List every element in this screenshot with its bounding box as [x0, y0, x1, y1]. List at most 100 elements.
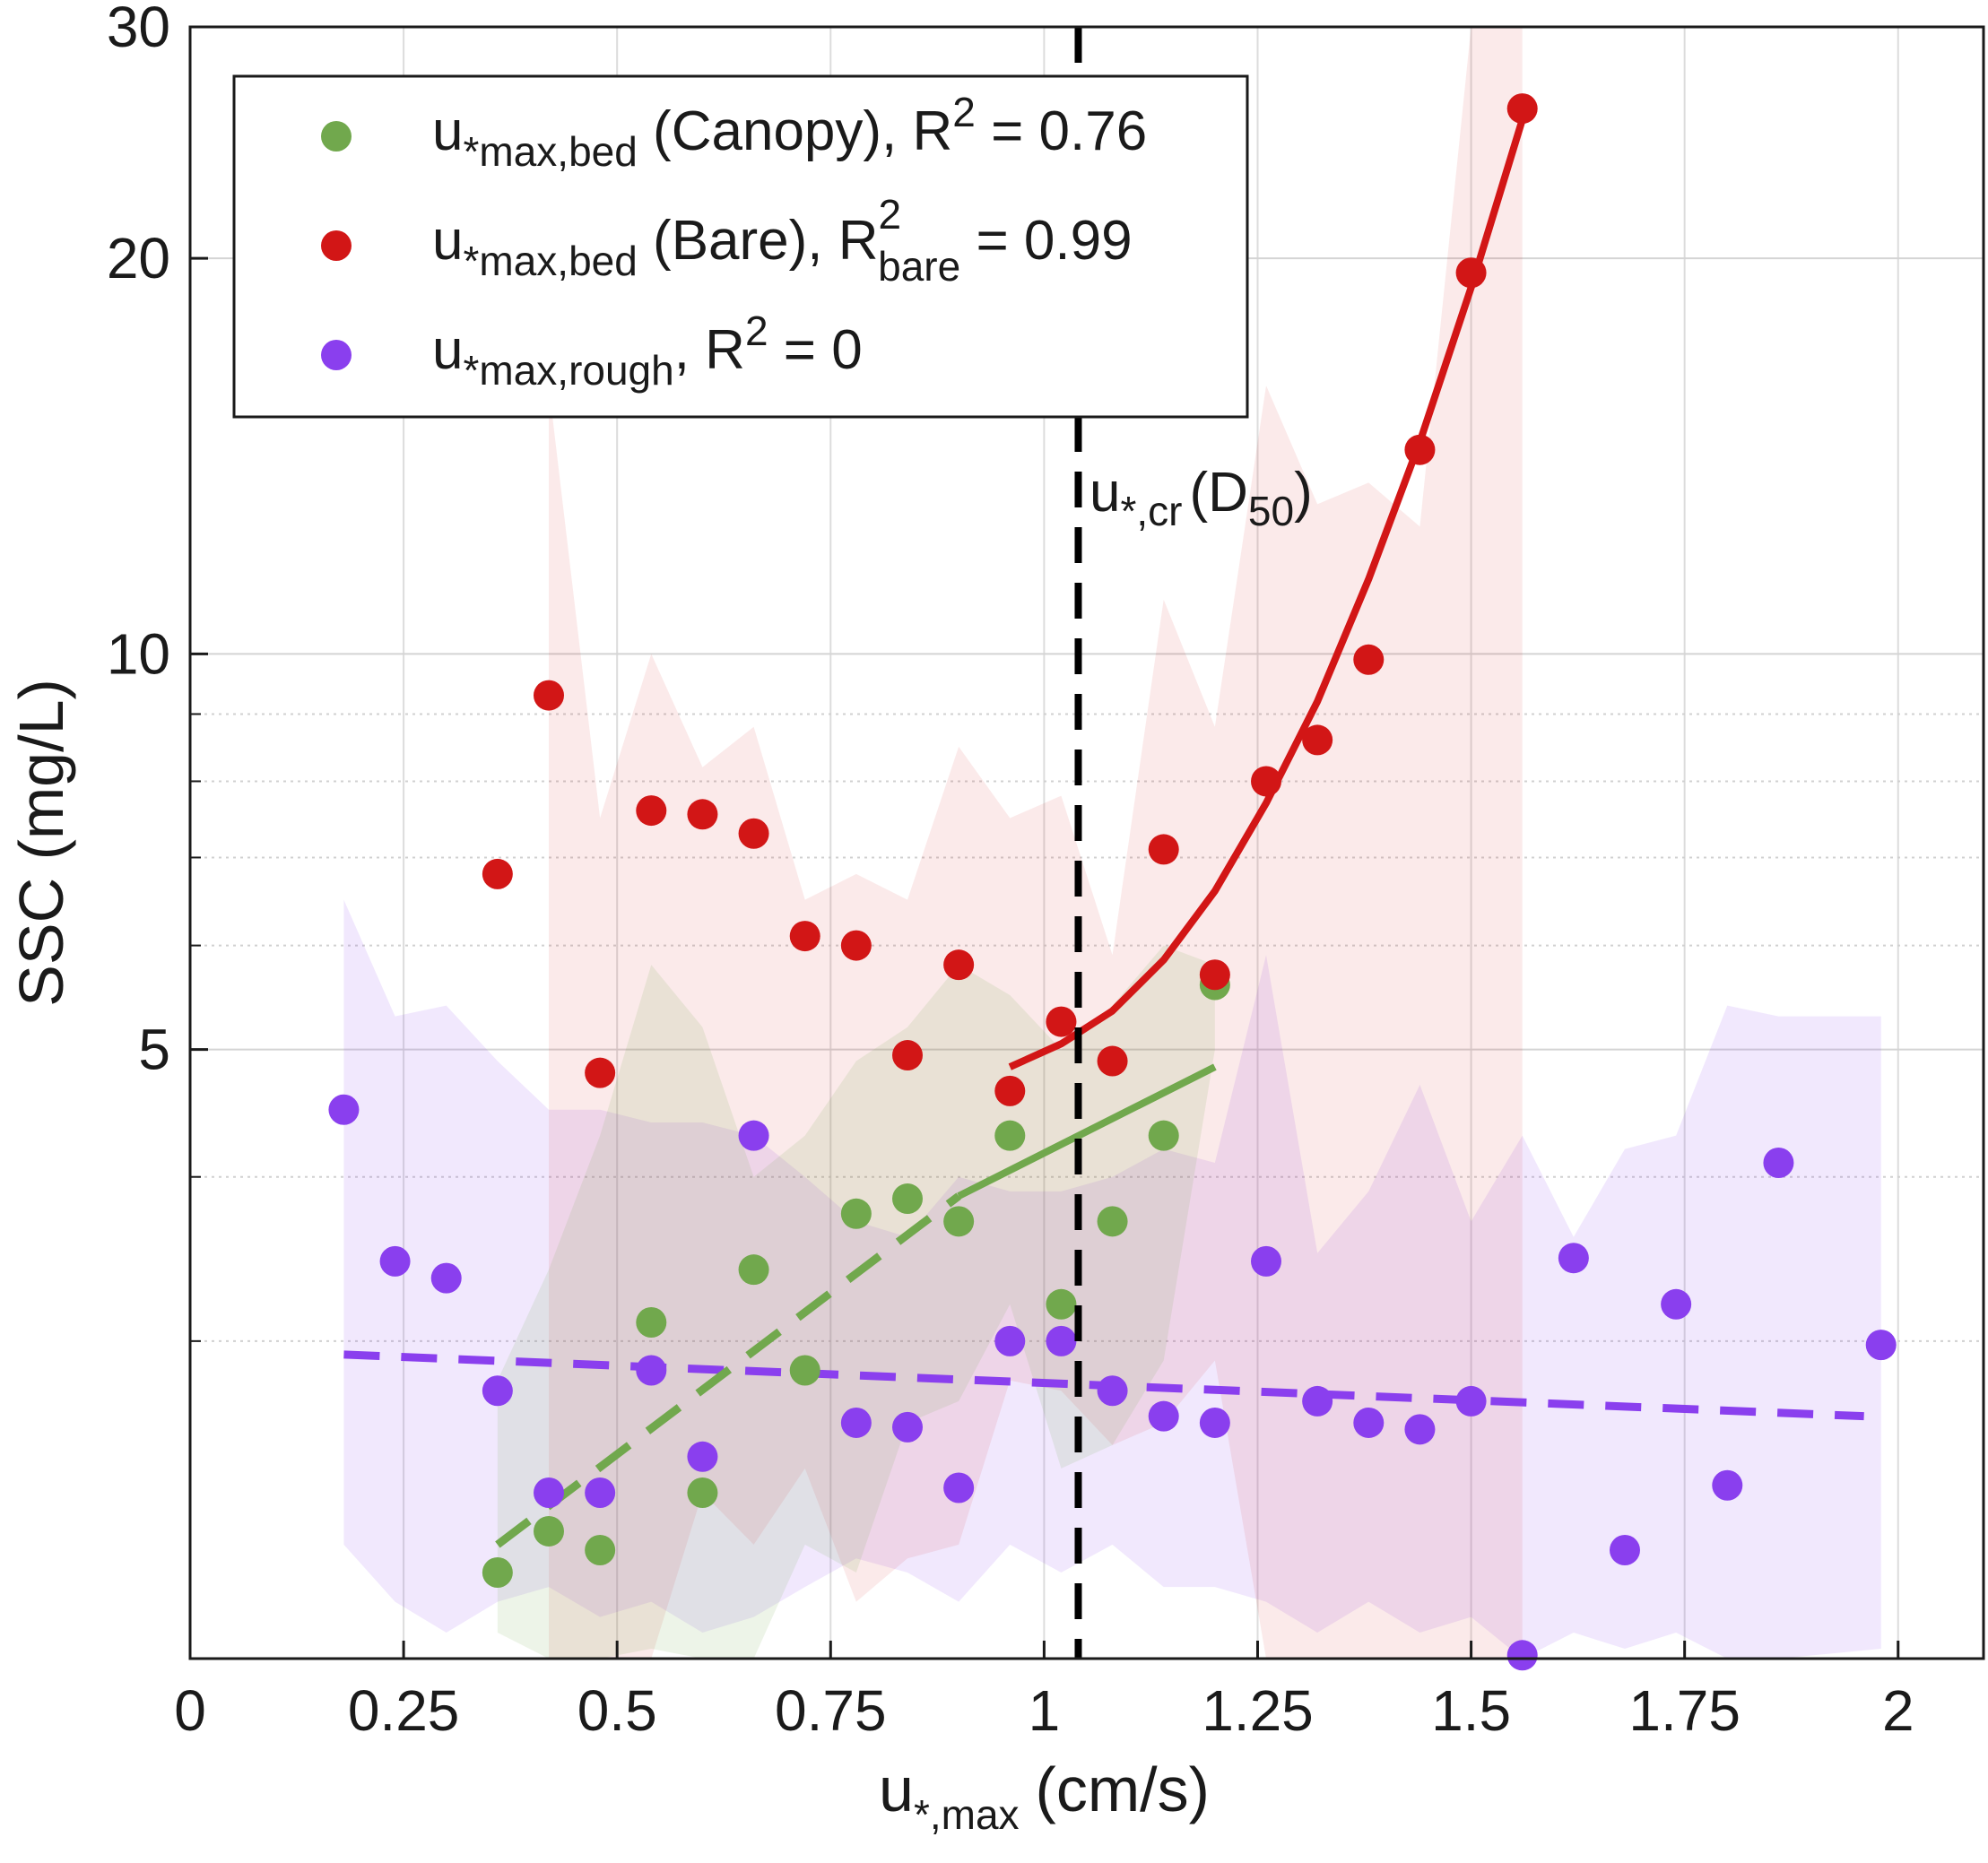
point-canopy [1148, 1120, 1179, 1151]
point-rough [1506, 1640, 1538, 1671]
point-rough [1097, 1375, 1128, 1407]
point-bare [1046, 1006, 1077, 1037]
point-bare [892, 1040, 923, 1071]
x-tick-label: 1.25 [1202, 1678, 1314, 1743]
point-rough [1455, 1385, 1487, 1417]
point-canopy [636, 1306, 667, 1338]
legend-label-bare: u*max,bed (Bare), R2 bare = 0.99 [432, 191, 1133, 290]
point-rough [1302, 1385, 1333, 1417]
x-tick-label: 0.25 [348, 1678, 460, 1743]
point-rough [1661, 1288, 1692, 1320]
fit-line-bare [1008, 118, 1526, 1070]
x-tick-label: 0.5 [577, 1678, 657, 1743]
point-rough [1865, 1330, 1897, 1361]
legend-marker-canopy [321, 121, 352, 152]
legend: u*max,bed (Canopy), R2 = 0.76 u*max,bed … [232, 74, 1249, 419]
point-rough [1199, 1407, 1230, 1438]
point-canopy [1046, 1288, 1077, 1320]
point-canopy [738, 1254, 769, 1286]
point-bare [1404, 434, 1436, 465]
x-tick-label: 1 [1029, 1678, 1061, 1743]
band-layer [343, 27, 1881, 1659]
point-canopy [585, 1535, 616, 1566]
point-canopy [687, 1477, 718, 1509]
point-bare [1506, 93, 1538, 125]
point-rough [534, 1477, 564, 1509]
x-tick-label: 0.75 [775, 1678, 887, 1743]
point-rough [1353, 1407, 1385, 1438]
point-canopy [534, 1515, 564, 1547]
y-axis-title: SSC (mg/L) [6, 679, 76, 1007]
point-rough [1763, 1147, 1794, 1178]
point-rough [636, 1355, 667, 1386]
point-bare [1353, 644, 1385, 675]
band-canopy [497, 945, 1215, 1659]
y-tick-label: 10 [107, 621, 170, 686]
y-tick-label: 30 [107, 0, 170, 59]
point-bare [994, 1075, 1026, 1106]
point-rough [1148, 1400, 1179, 1432]
x-tick-label: 0 [174, 1678, 206, 1743]
legend-box [232, 74, 1249, 419]
point-layer [328, 93, 1897, 1671]
point-canopy [840, 1198, 872, 1229]
legend-entry-rough: u*max,rough, R2 = 0 [321, 308, 863, 394]
plot-frame [188, 25, 1985, 1660]
point-bare [585, 1057, 616, 1088]
point-rough [943, 1472, 975, 1503]
point-bare [1251, 766, 1281, 797]
point-rough [687, 1441, 718, 1472]
band-rough [343, 899, 1881, 1659]
legend-marker-bare [321, 230, 352, 261]
point-rough [840, 1407, 872, 1438]
point-rough [1251, 1245, 1281, 1277]
legend-label-canopy: u*max,bed (Canopy), R2 = 0.76 [432, 89, 1147, 175]
point-bare [1455, 257, 1487, 289]
y-tick-label: 5 [138, 1018, 170, 1082]
x-tick-label: 2 [1882, 1678, 1914, 1743]
point-rough [585, 1477, 616, 1509]
band-bare [549, 27, 1523, 1659]
point-rough [994, 1325, 1026, 1356]
point-rough [328, 1094, 360, 1125]
point-bare [1199, 959, 1230, 991]
point-canopy [1097, 1206, 1128, 1237]
point-rough [1046, 1325, 1077, 1356]
point-rough [379, 1245, 411, 1277]
point-canopy [482, 1556, 513, 1588]
point-canopy [994, 1120, 1026, 1151]
point-bare [482, 858, 513, 889]
point-bare [1148, 834, 1179, 865]
point-bare [840, 930, 872, 961]
point-rough [1558, 1243, 1589, 1274]
critical-layer: u*,cr (D50) [1074, 27, 1313, 1659]
fit-line-canopy-dashed [495, 1192, 961, 1548]
point-rough [430, 1262, 462, 1294]
point-bare [1302, 724, 1333, 756]
point-rough [738, 1120, 769, 1151]
legend-entry-canopy: u*max,bed (Canopy), R2 = 0.76 [321, 89, 1147, 175]
point-canopy [892, 1183, 923, 1215]
y-tick-label: 20 [107, 226, 170, 290]
point-rough [1404, 1414, 1436, 1445]
legend-entry-bare: u*max,bed (Bare), R2 bare = 0.99 [321, 191, 1133, 290]
point-rough [1610, 1535, 1640, 1566]
x-tick-label: 1.75 [1628, 1678, 1741, 1743]
point-canopy [943, 1206, 975, 1237]
point-rough [482, 1375, 513, 1407]
point-bare [636, 795, 667, 827]
point-bare [943, 949, 975, 981]
point-bare [1097, 1045, 1128, 1077]
legend-label-rough: u*max,rough, R2 = 0 [432, 308, 863, 394]
tick-layer: 0 0.25 0.5 0.75 1 1.25 1.5 1.75 2 5 10 20 30 [107, 0, 1914, 1743]
x-tick-label: 1.5 [1431, 1678, 1511, 1743]
critical-label: u*,cr (D50) [1089, 462, 1313, 534]
point-bare [534, 680, 564, 711]
point-rough [892, 1411, 923, 1443]
point-bare [738, 818, 769, 849]
point-bare [789, 921, 820, 952]
legend-marker-rough [321, 340, 352, 370]
x-axis-title: u*,max (cm/s) [879, 1755, 1210, 1838]
fit-line-canopy-solid [957, 1063, 1217, 1200]
